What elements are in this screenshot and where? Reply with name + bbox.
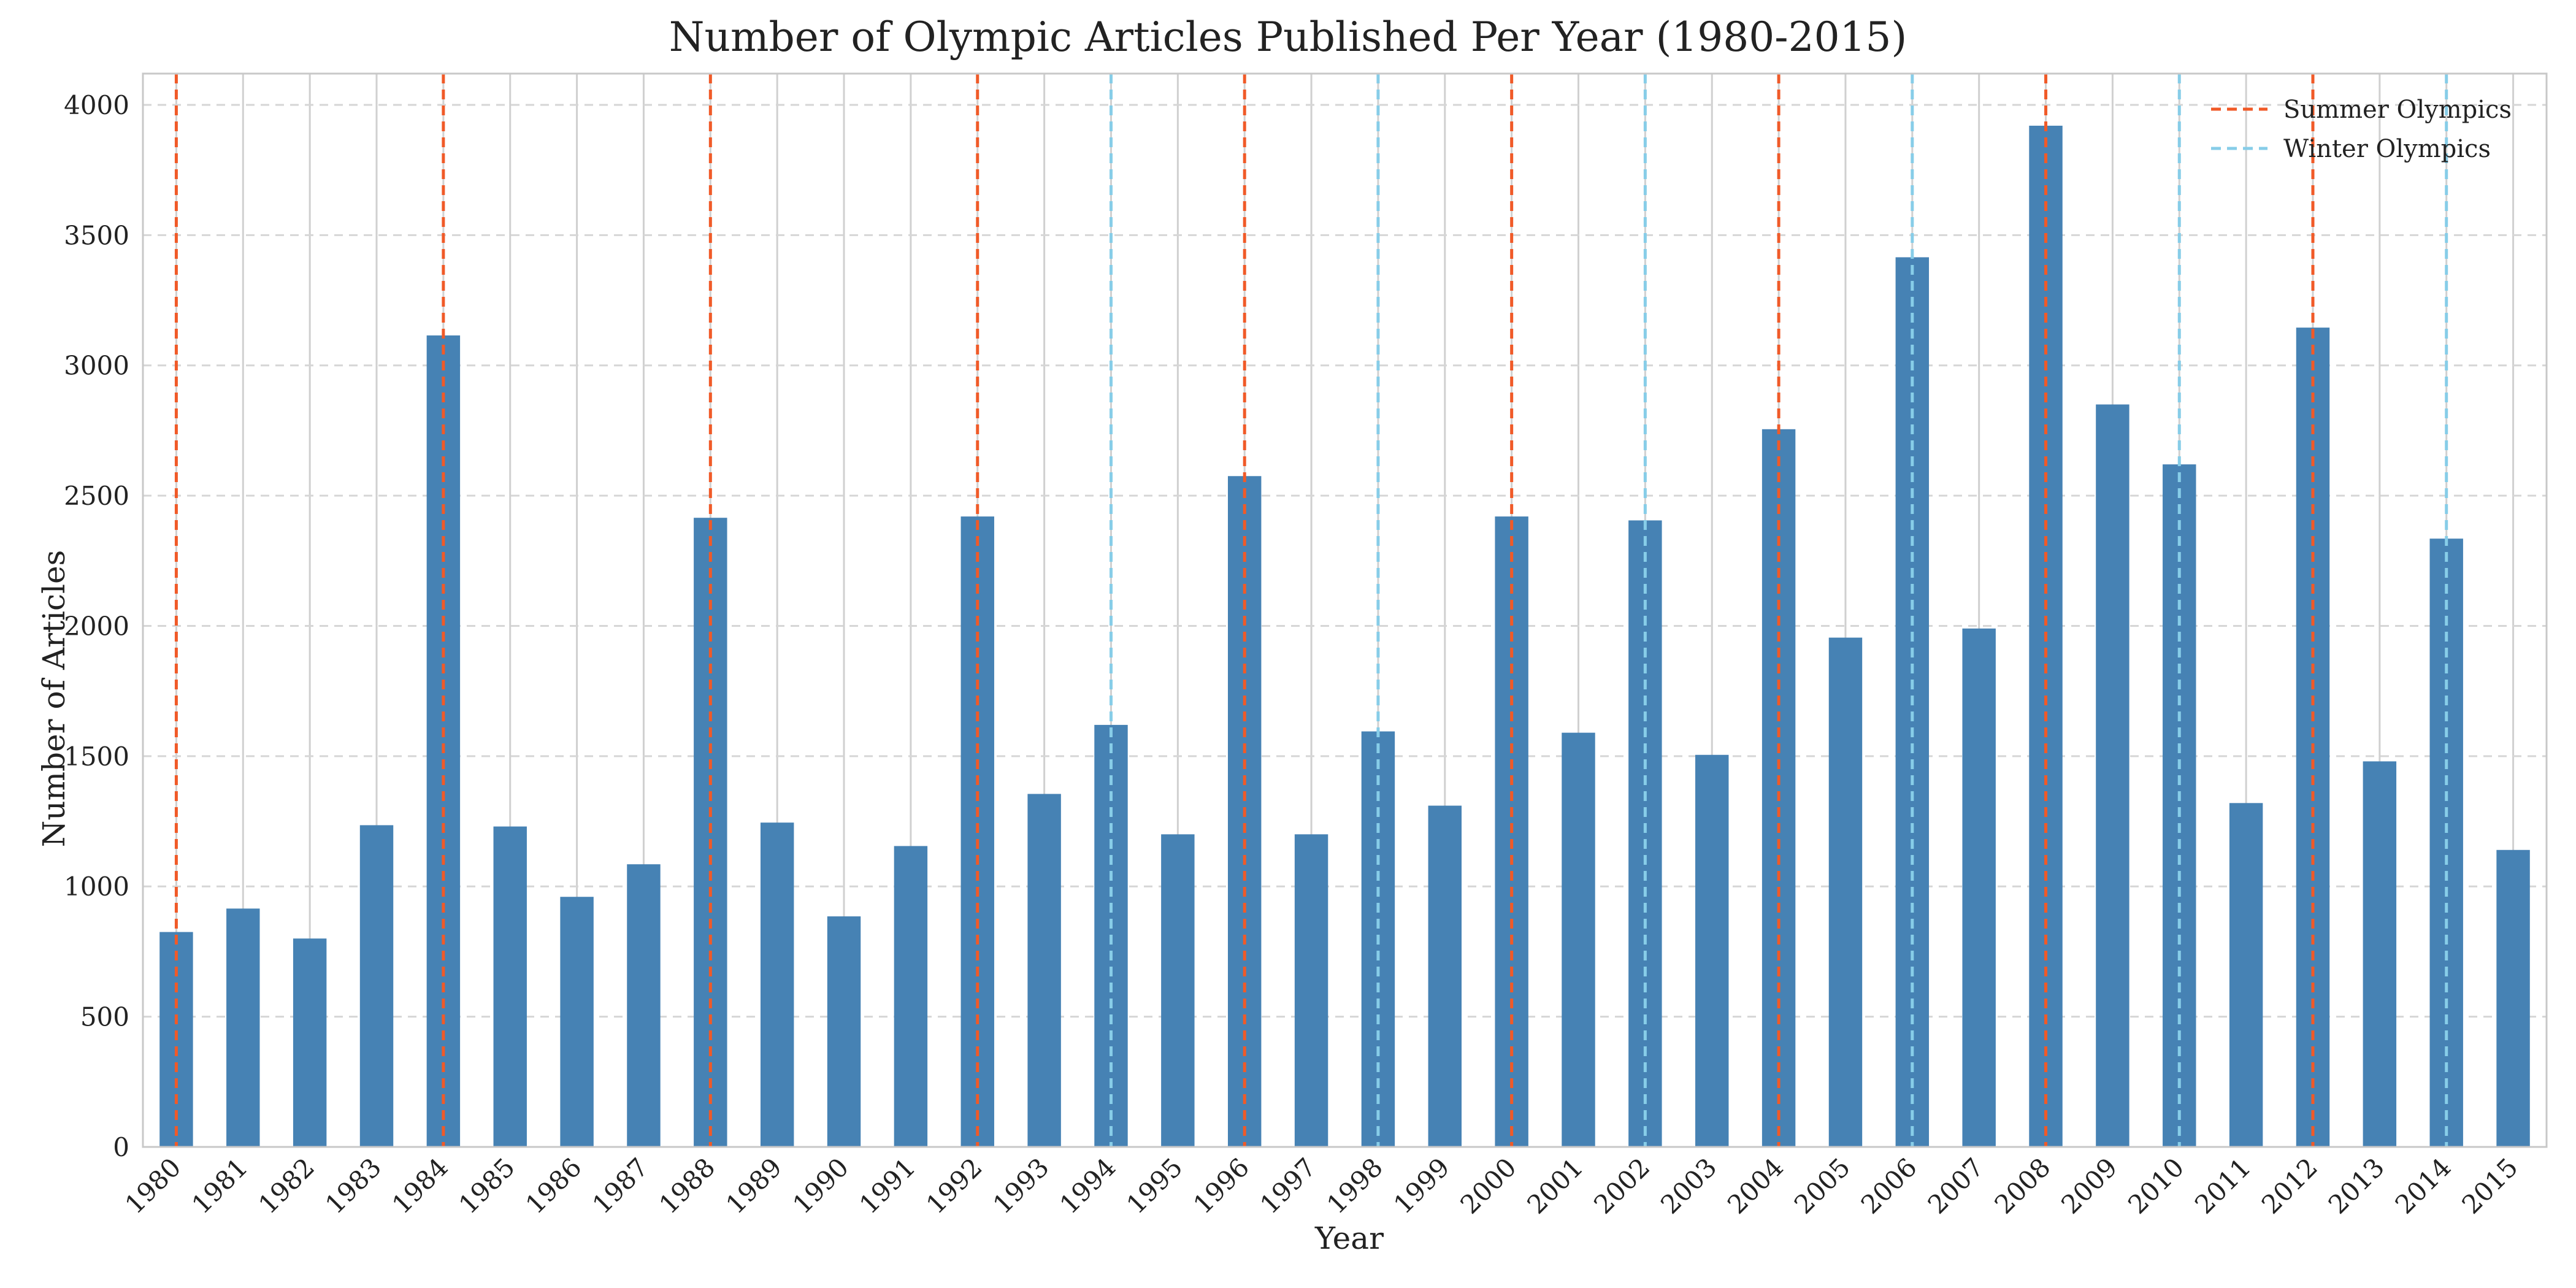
x-tick-label: 2004 — [1722, 1152, 1789, 1219]
y-tick-label: 0 — [113, 1132, 129, 1162]
bar — [226, 908, 260, 1147]
x-tick-label: 2000 — [1454, 1152, 1522, 1219]
bar — [2096, 404, 2129, 1147]
y-tick-label: 3500 — [64, 220, 129, 250]
bar — [760, 822, 794, 1147]
x-tick-label: 1989 — [720, 1152, 788, 1219]
bar — [1428, 805, 1462, 1147]
x-tick-label: 1999 — [1388, 1152, 1455, 1219]
chart-title: Number of Olympic Articles Published Per… — [669, 13, 1907, 61]
bar — [2163, 464, 2196, 1147]
legend-label-winter-olympics: Winter Olympics — [2283, 135, 2491, 163]
y-tick-label: 1000 — [64, 872, 129, 902]
x-tick-label: 2014 — [2390, 1152, 2457, 1219]
y-tick-label: 1500 — [64, 742, 129, 772]
x-tick-label: 1994 — [1054, 1152, 1121, 1219]
bar — [293, 938, 327, 1147]
x-tick-label: 1997 — [1254, 1152, 1322, 1219]
x-tick-label: 2013 — [2323, 1152, 2390, 1219]
x-tick-label: 2007 — [1922, 1152, 1990, 1219]
bar — [827, 916, 861, 1147]
x-tick-label: 2006 — [1855, 1152, 1923, 1219]
x-tick-label: 2002 — [1588, 1152, 1655, 1219]
x-tick-label: 2015 — [2456, 1152, 2523, 1219]
bar — [2496, 849, 2530, 1147]
x-tick-label: 1991 — [854, 1152, 921, 1219]
x-tick-label: 1986 — [519, 1152, 587, 1219]
x-tick-label: 2010 — [2122, 1152, 2190, 1219]
bar — [359, 825, 394, 1147]
x-tick-label: 2003 — [1655, 1152, 1722, 1219]
y-tick-label: 500 — [80, 1002, 129, 1032]
x-tick-label: 1990 — [787, 1152, 854, 1219]
bar — [1962, 628, 1996, 1147]
x-tick-label: 1993 — [987, 1152, 1054, 1219]
bar — [1161, 834, 1195, 1147]
x-tick-label: 1987 — [586, 1152, 654, 1219]
y-tick-label: 2500 — [64, 481, 129, 511]
x-tick-label: 2009 — [2055, 1152, 2123, 1219]
bar — [1695, 754, 1729, 1147]
x-tick-label: 1983 — [320, 1152, 387, 1219]
bar — [1562, 732, 1595, 1147]
y-tick-label: 2000 — [64, 611, 129, 641]
bar — [560, 897, 594, 1147]
bar — [1761, 429, 1796, 1147]
x-axis-label: Year — [1315, 1221, 1384, 1256]
x-tick-label: 2012 — [2256, 1152, 2323, 1219]
x-tick-label: 1996 — [1187, 1152, 1255, 1219]
x-tick-label: 2001 — [1521, 1152, 1589, 1219]
y-tick-label: 3000 — [64, 351, 129, 381]
x-tick-label: 1982 — [253, 1152, 320, 1219]
bar — [426, 335, 461, 1147]
y-axis-label: Number of Articles — [36, 550, 72, 848]
x-tick-label: 1988 — [653, 1152, 721, 1219]
y-tick-label: 4000 — [64, 90, 129, 120]
bar — [894, 846, 928, 1147]
x-tick-label: 2005 — [1788, 1152, 1856, 1219]
x-tick-label: 2011 — [2189, 1152, 2256, 1219]
x-tick-label: 1981 — [186, 1152, 253, 1219]
x-tick-label: 1998 — [1321, 1152, 1389, 1219]
plot-frame — [142, 72, 2548, 1148]
bar — [1294, 834, 1328, 1147]
x-tick-label: 1992 — [921, 1152, 988, 1219]
legend-label-summer-olympics: Summer Olympics — [2283, 96, 2512, 124]
bar — [1027, 794, 1061, 1147]
bar — [627, 864, 661, 1147]
bar — [1828, 637, 1863, 1147]
x-tick-label: 2008 — [1988, 1152, 2056, 1219]
bar — [2229, 803, 2263, 1147]
x-tick-label: 1995 — [1121, 1152, 1188, 1219]
x-tick-label: 1984 — [386, 1152, 454, 1219]
bar — [2363, 761, 2397, 1147]
bar — [493, 826, 527, 1147]
x-tick-label: 1985 — [453, 1152, 521, 1219]
